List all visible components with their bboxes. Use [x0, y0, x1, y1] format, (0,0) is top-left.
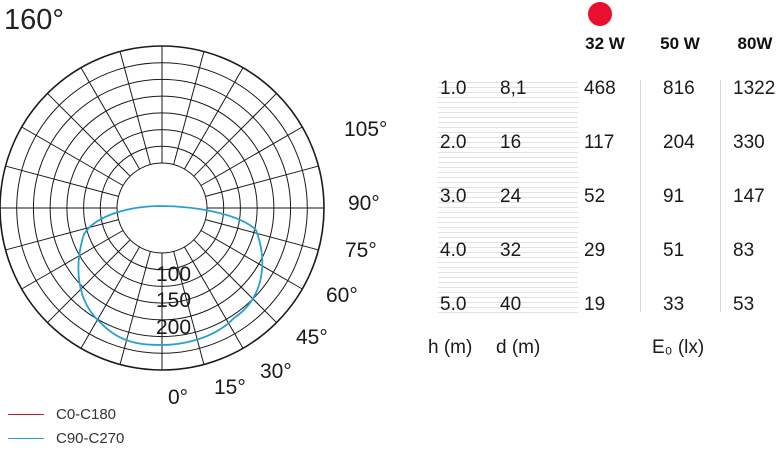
footer-height: h (m) — [428, 337, 473, 358]
cell-e32: 52 — [584, 186, 606, 207]
grid-spoke — [205, 219, 319, 251]
grid-spoke — [173, 251, 205, 365]
grid-spoke — [193, 93, 277, 177]
cell-diameter: 8,1 — [500, 78, 527, 99]
grid-spoke — [80, 246, 140, 349]
polar-labels: 0° 15° 30°45° 60° 75° 90° 105° 100 150 200 — [156, 118, 387, 409]
radial-label: 150 — [156, 289, 191, 312]
column-separator — [720, 80, 721, 312]
angle-label: 30° — [260, 360, 292, 383]
polar-diagram: 0° 15° 30°45° 60° 75° 90° 105° 100 150 200 — [0, 45, 387, 409]
footer-diameter: d (m) — [496, 337, 541, 358]
grid-spoke — [119, 251, 151, 365]
polar-curves — [77, 205, 264, 346]
radial-label: 100 — [156, 263, 191, 286]
grid-spoke — [200, 230, 303, 290]
cell-height: 2.0 — [440, 132, 467, 153]
cell-height: 4.0 — [440, 240, 467, 261]
angle-label: 15° — [214, 376, 246, 399]
column-separator — [640, 80, 641, 312]
grid-spoke — [205, 165, 319, 197]
grid-spoke — [184, 246, 244, 349]
grid-spoke — [184, 67, 244, 170]
cell-diameter: 32 — [500, 240, 522, 261]
cell-e50: 33 — [663, 294, 685, 315]
grid-spoke — [193, 239, 277, 323]
footer-illuminance: E₀ (lx) — [652, 337, 705, 358]
cell-diameter: 40 — [500, 294, 522, 315]
legend-label-c0-c180: C0-C180 — [56, 406, 117, 423]
cell-e32: 117 — [584, 132, 615, 153]
cell-e50: 204 — [663, 132, 695, 153]
cell-e50: 91 — [663, 186, 685, 207]
cell-diameter: 16 — [500, 132, 522, 153]
header-80w: 80W — [737, 34, 773, 53]
cell-e80: 330 — [733, 132, 765, 153]
angle-label: 60° — [326, 284, 358, 307]
row-stripes — [438, 82, 578, 314]
grid-spoke — [21, 230, 124, 290]
grid-spoke — [173, 51, 205, 165]
cell-height: 3.0 — [440, 186, 467, 207]
grid-spoke — [5, 165, 119, 197]
legend-item-c0-c180: C0-C180 — [8, 406, 116, 423]
grid-spoke — [47, 93, 131, 177]
cell-e50: 816 — [663, 78, 695, 99]
grid-spoke — [5, 219, 119, 251]
highlight-dot — [588, 2, 612, 26]
cell-e80: 1322 — [733, 78, 776, 99]
cell-e80: 83 — [733, 240, 755, 261]
angle-label: 75° — [345, 239, 377, 262]
cell-e32: 468 — [584, 78, 616, 99]
legend-swatch-c90-c270 — [8, 438, 44, 439]
legend-label-c90-c270: C90-C270 — [56, 430, 125, 447]
angle-label: 90° — [348, 192, 380, 215]
angle-label: 0° — [168, 386, 188, 409]
cell-e80: 147 — [733, 186, 765, 207]
legend-swatch-c0-c180 — [8, 414, 44, 415]
cell-e80: 53 — [733, 294, 755, 315]
curve-c90-c270 — [77, 205, 264, 346]
header-50w: 50 W — [660, 34, 700, 53]
beam-angle-title: 160° — [4, 4, 64, 36]
cell-diameter: 24 — [500, 186, 522, 207]
grid-spoke — [80, 67, 140, 170]
header-32w: 32 W — [585, 34, 625, 53]
angle-label: 105° — [344, 118, 387, 141]
cell-e32: 29 — [584, 240, 606, 261]
angle-label: 45° — [296, 326, 328, 349]
cell-e32: 19 — [584, 294, 606, 315]
legend-item-c90-c270: C90-C270 — [8, 430, 124, 447]
grid-spoke — [21, 126, 124, 186]
cell-height: 1.0 — [440, 78, 467, 99]
cell-height: 5.0 — [440, 294, 467, 315]
cell-e50: 51 — [663, 240, 685, 261]
grid-spoke — [200, 126, 303, 186]
radial-label: 200 — [156, 316, 191, 339]
polar-grid — [0, 45, 325, 371]
grid-spoke — [47, 239, 131, 323]
grid-spoke — [119, 51, 151, 165]
